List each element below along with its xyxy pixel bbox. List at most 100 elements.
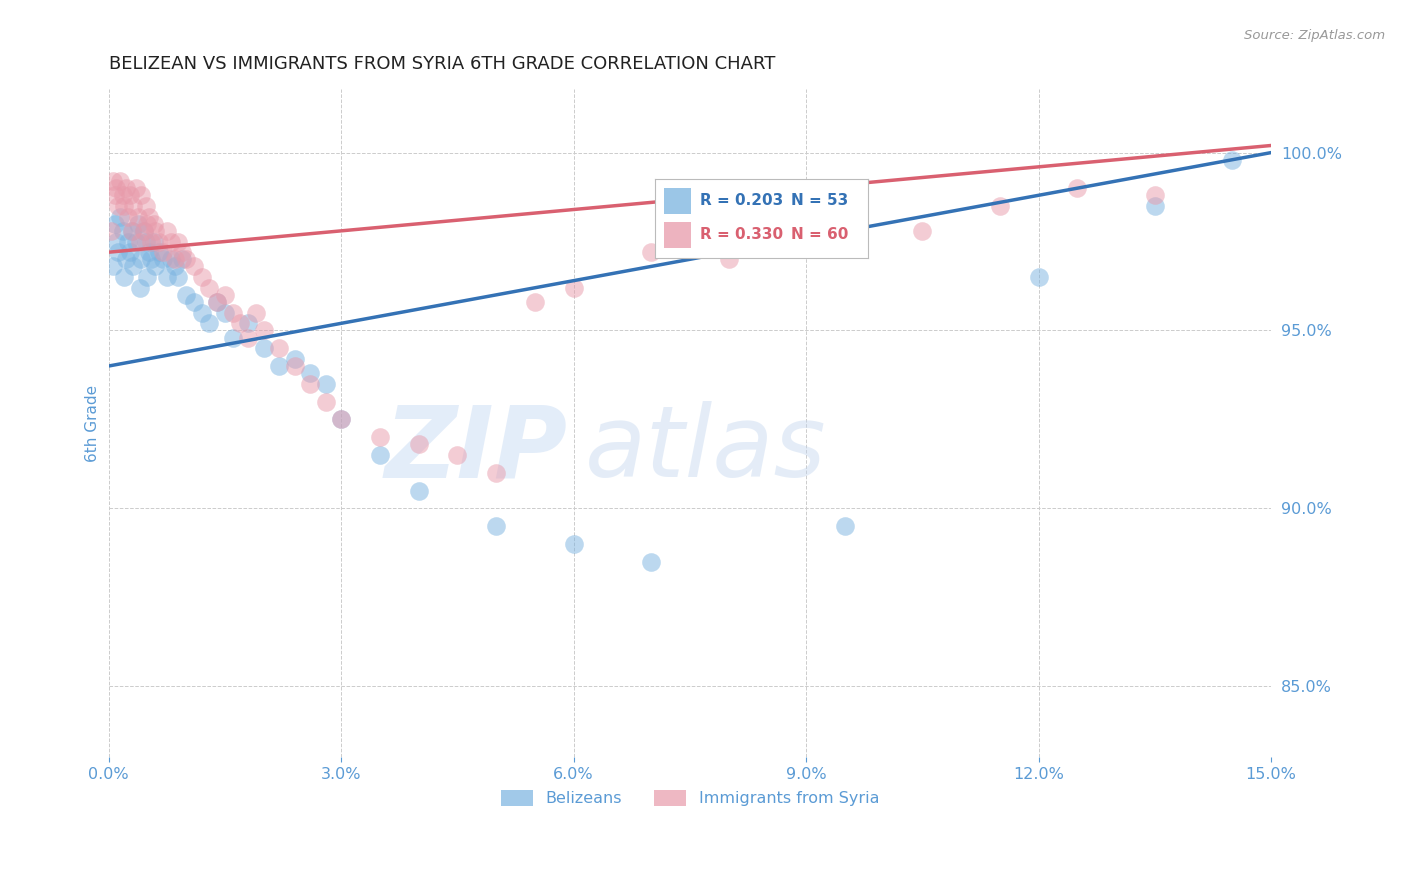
Point [1220,153,1243,167]
Text: N = 60: N = 60 [792,227,849,243]
Point [172,252,194,267]
Y-axis label: 6th Grade: 6th Grade [86,384,100,461]
Point [485,466,508,480]
Point [198,316,221,330]
Point [112,199,135,213]
Point [330,412,353,426]
Point [112,270,135,285]
Point [368,448,391,462]
Text: atlas: atlas [585,401,827,499]
Legend: Belizeans, Immigrants from Syria: Belizeans, Immigrants from Syria [495,783,886,813]
Point [368,430,391,444]
Point [136,270,159,285]
Point [172,245,194,260]
Point [236,316,259,330]
Point [132,224,155,238]
Point [105,235,128,249]
Point [141,235,163,249]
Point [485,519,508,533]
Point [141,252,163,267]
Point [114,181,136,195]
Point [148,245,170,260]
Point [523,295,546,310]
Point [1143,199,1166,213]
Point [128,235,150,249]
Point [163,260,186,274]
Point [284,351,307,366]
Point [640,245,662,260]
Point [794,235,817,249]
Point [269,359,291,373]
Point [562,281,585,295]
Point [190,306,212,320]
Point [834,519,856,533]
Point [167,270,190,285]
Point [117,210,139,224]
Point [269,341,291,355]
Point [911,224,934,238]
Point [127,217,149,231]
Point [117,235,139,249]
Point [135,199,157,213]
Point [142,235,165,249]
Point [110,210,132,224]
Point [104,188,127,202]
Point [120,245,142,260]
Point [190,270,212,285]
Point [214,306,236,320]
Point [156,224,179,238]
Point [143,260,166,274]
Text: BELIZEAN VS IMMIGRANTS FROM SYRIA 6TH GRADE CORRELATION CHART: BELIZEAN VS IMMIGRANTS FROM SYRIA 6TH GR… [108,55,775,73]
Point [148,235,170,249]
Point [100,224,122,238]
Text: N = 53: N = 53 [792,194,848,209]
Point [104,217,127,231]
Point [152,252,174,267]
Point [121,224,143,238]
Point [132,224,155,238]
Point [1066,181,1088,195]
Point [105,181,128,195]
Point [988,199,1011,213]
Point [122,260,145,274]
Text: ZIP: ZIP [385,401,568,499]
Point [120,188,142,202]
Point [198,281,221,295]
Point [299,376,322,391]
Point [221,330,243,344]
Point [236,330,259,344]
Point [142,217,165,231]
Point [135,235,157,249]
Point [221,306,243,320]
Point [252,323,274,337]
Point [111,188,134,202]
Point [101,260,124,274]
Point [446,448,468,462]
Point [138,210,160,224]
Point [156,270,179,285]
Point [143,224,166,238]
Point [284,359,307,373]
Point [408,483,430,498]
Point [640,555,662,569]
Point [127,210,149,224]
Point [125,235,148,249]
Point [125,181,148,195]
Point [174,288,197,302]
Point [1143,188,1166,202]
Point [315,394,337,409]
Point [252,341,274,355]
Point [183,295,205,310]
Bar [664,188,692,214]
Point [183,260,205,274]
Point [121,224,143,238]
Point [408,437,430,451]
Point [717,252,740,267]
Point [152,245,174,260]
Point [114,252,136,267]
Point [245,306,267,320]
Point [174,252,197,267]
Point [299,366,322,380]
Point [122,199,145,213]
Point [111,224,134,238]
